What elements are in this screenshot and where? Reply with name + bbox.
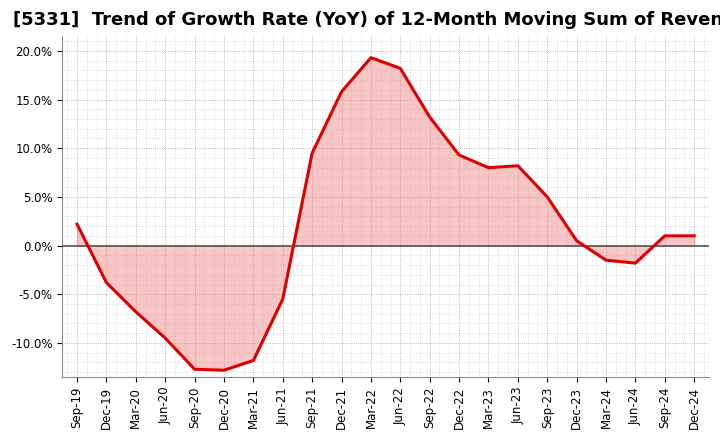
Title: [5331]  Trend of Growth Rate (YoY) of 12-Month Moving Sum of Revenues: [5331] Trend of Growth Rate (YoY) of 12-… xyxy=(13,11,720,29)
